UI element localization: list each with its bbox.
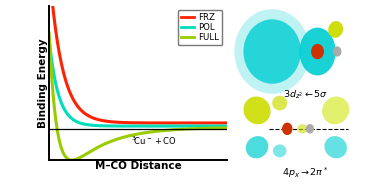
Legend: FRZ, POL, FULL: FRZ, POL, FULL xyxy=(178,10,223,45)
Ellipse shape xyxy=(234,9,310,94)
X-axis label: M–CO Distance: M–CO Distance xyxy=(94,162,181,171)
Ellipse shape xyxy=(297,124,308,133)
Ellipse shape xyxy=(299,28,336,75)
Y-axis label: Binding Energy: Binding Energy xyxy=(38,38,48,128)
Ellipse shape xyxy=(322,97,349,124)
Ellipse shape xyxy=(272,96,287,110)
Text: $3d_{z^2} \leftarrow 5\sigma$: $3d_{z^2} \leftarrow 5\sigma$ xyxy=(283,88,328,101)
Circle shape xyxy=(312,45,323,59)
Ellipse shape xyxy=(328,21,343,38)
Ellipse shape xyxy=(324,136,347,158)
Circle shape xyxy=(307,125,313,133)
Circle shape xyxy=(333,47,341,56)
Text: $4p_x \rightarrow 2\pi^*$: $4p_x \rightarrow 2\pi^*$ xyxy=(282,166,329,180)
Ellipse shape xyxy=(273,144,287,157)
Ellipse shape xyxy=(243,97,271,124)
Text: $^3\!\mathrm{Cu}^- + \mathrm{CO}$: $^3\!\mathrm{Cu}^- + \mathrm{CO}$ xyxy=(131,135,177,147)
Ellipse shape xyxy=(246,136,268,158)
Ellipse shape xyxy=(243,19,301,84)
Circle shape xyxy=(283,123,292,134)
